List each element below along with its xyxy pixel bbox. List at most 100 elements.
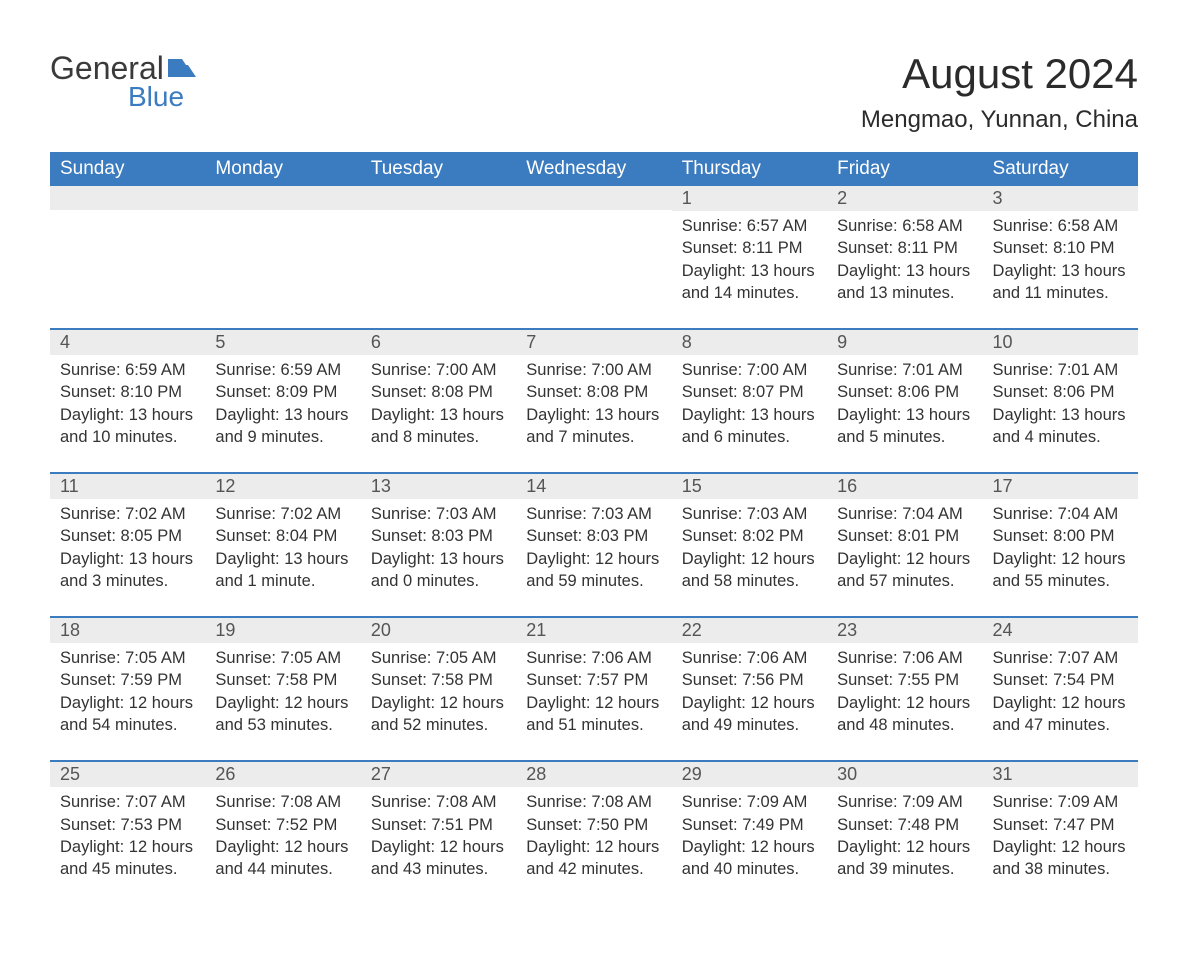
day-number-bar: 21	[516, 616, 671, 643]
day-number-bar: 24	[983, 616, 1138, 643]
daylight-line: Daylight: 12 hours and 49 minutes.	[682, 692, 817, 737]
sunset-line: Sunset: 7:55 PM	[837, 669, 972, 691]
sunrise-line: Sunrise: 7:07 AM	[993, 647, 1128, 669]
daylight-line: Daylight: 12 hours and 43 minutes.	[371, 836, 506, 881]
day-number-bar: 26	[205, 760, 360, 787]
day-cell: 1Sunrise: 6:57 AMSunset: 8:11 PMDaylight…	[672, 186, 827, 328]
logo-word-blue: Blue	[128, 81, 202, 113]
day-number-bar: 2	[827, 186, 982, 211]
day-cell	[50, 186, 205, 328]
day-content: Sunrise: 6:59 AMSunset: 8:10 PMDaylight:…	[50, 355, 205, 448]
day-content: Sunrise: 6:58 AMSunset: 8:10 PMDaylight:…	[983, 211, 1138, 304]
location-label: Mengmao, Yunnan, China	[861, 106, 1138, 134]
sunset-line: Sunset: 8:06 PM	[837, 381, 972, 403]
day-number-bar: 8	[672, 328, 827, 355]
sunset-line: Sunset: 8:11 PM	[682, 237, 817, 259]
day-cell: 16Sunrise: 7:04 AMSunset: 8:01 PMDayligh…	[827, 472, 982, 616]
sunset-line: Sunset: 8:04 PM	[215, 525, 350, 547]
day-content: Sunrise: 7:00 AMSunset: 8:07 PMDaylight:…	[672, 355, 827, 448]
week-row: 1Sunrise: 6:57 AMSunset: 8:11 PMDaylight…	[50, 186, 1138, 328]
sunset-line: Sunset: 8:10 PM	[993, 237, 1128, 259]
sunrise-line: Sunrise: 7:09 AM	[682, 791, 817, 813]
day-number-bar: 6	[361, 328, 516, 355]
day-cell	[205, 186, 360, 328]
sunset-line: Sunset: 8:00 PM	[993, 525, 1128, 547]
day-number-bar: 31	[983, 760, 1138, 787]
day-cell: 6Sunrise: 7:00 AMSunset: 8:08 PMDaylight…	[361, 328, 516, 472]
day-content: Sunrise: 7:07 AMSunset: 7:53 PMDaylight:…	[50, 787, 205, 880]
daylight-line: Daylight: 12 hours and 58 minutes.	[682, 548, 817, 593]
week-row: 25Sunrise: 7:07 AMSunset: 7:53 PMDayligh…	[50, 760, 1138, 904]
day-cell: 17Sunrise: 7:04 AMSunset: 8:00 PMDayligh…	[983, 472, 1138, 616]
day-number-bar: 13	[361, 472, 516, 499]
day-content: Sunrise: 7:08 AMSunset: 7:51 PMDaylight:…	[361, 787, 516, 880]
sunrise-line: Sunrise: 7:04 AM	[837, 503, 972, 525]
title-block: August 2024 Mengmao, Yunnan, China	[861, 50, 1138, 134]
sunset-line: Sunset: 7:58 PM	[215, 669, 350, 691]
sunrise-line: Sunrise: 7:00 AM	[371, 359, 506, 381]
day-content: Sunrise: 7:06 AMSunset: 7:56 PMDaylight:…	[672, 643, 827, 736]
day-number-bar: 25	[50, 760, 205, 787]
day-cell: 15Sunrise: 7:03 AMSunset: 8:02 PMDayligh…	[672, 472, 827, 616]
day-content: Sunrise: 7:03 AMSunset: 8:03 PMDaylight:…	[361, 499, 516, 592]
sunset-line: Sunset: 8:08 PM	[371, 381, 506, 403]
sunset-line: Sunset: 8:07 PM	[682, 381, 817, 403]
sunrise-line: Sunrise: 7:01 AM	[837, 359, 972, 381]
day-number-bar: 10	[983, 328, 1138, 355]
day-cell: 18Sunrise: 7:05 AMSunset: 7:59 PMDayligh…	[50, 616, 205, 760]
day-number-bar: 12	[205, 472, 360, 499]
day-content: Sunrise: 7:05 AMSunset: 7:59 PMDaylight:…	[50, 643, 205, 736]
daylight-line: Daylight: 13 hours and 7 minutes.	[526, 404, 661, 449]
daylight-line: Daylight: 13 hours and 6 minutes.	[682, 404, 817, 449]
day-cell: 30Sunrise: 7:09 AMSunset: 7:48 PMDayligh…	[827, 760, 982, 904]
sunrise-line: Sunrise: 7:02 AM	[215, 503, 350, 525]
day-cell: 29Sunrise: 7:09 AMSunset: 7:49 PMDayligh…	[672, 760, 827, 904]
day-content: Sunrise: 7:04 AMSunset: 8:01 PMDaylight:…	[827, 499, 982, 592]
day-cell: 11Sunrise: 7:02 AMSunset: 8:05 PMDayligh…	[50, 472, 205, 616]
sunrise-line: Sunrise: 7:09 AM	[837, 791, 972, 813]
day-cell: 20Sunrise: 7:05 AMSunset: 7:58 PMDayligh…	[361, 616, 516, 760]
day-content: Sunrise: 7:02 AMSunset: 8:05 PMDaylight:…	[50, 499, 205, 592]
week-row: 4Sunrise: 6:59 AMSunset: 8:10 PMDaylight…	[50, 328, 1138, 472]
day-cell: 2Sunrise: 6:58 AMSunset: 8:11 PMDaylight…	[827, 186, 982, 328]
calendar: SundayMondayTuesdayWednesdayThursdayFrid…	[50, 152, 1138, 904]
daylight-line: Daylight: 12 hours and 57 minutes.	[837, 548, 972, 593]
day-cell: 5Sunrise: 6:59 AMSunset: 8:09 PMDaylight…	[205, 328, 360, 472]
month-title: August 2024	[861, 50, 1138, 98]
sunrise-line: Sunrise: 7:03 AM	[371, 503, 506, 525]
day-number-bar: 27	[361, 760, 516, 787]
sunrise-line: Sunrise: 7:05 AM	[371, 647, 506, 669]
daylight-line: Daylight: 12 hours and 40 minutes.	[682, 836, 817, 881]
day-cell: 3Sunrise: 6:58 AMSunset: 8:10 PMDaylight…	[983, 186, 1138, 328]
sunset-line: Sunset: 8:01 PM	[837, 525, 972, 547]
weekday-header-cell: Monday	[205, 152, 360, 186]
sunrise-line: Sunrise: 7:04 AM	[993, 503, 1128, 525]
daylight-line: Daylight: 12 hours and 42 minutes.	[526, 836, 661, 881]
sunrise-line: Sunrise: 7:00 AM	[526, 359, 661, 381]
weekday-header-cell: Thursday	[672, 152, 827, 186]
sunrise-line: Sunrise: 7:06 AM	[682, 647, 817, 669]
day-content: Sunrise: 6:58 AMSunset: 8:11 PMDaylight:…	[827, 211, 982, 304]
empty-day-bar	[516, 186, 671, 210]
sunrise-line: Sunrise: 6:59 AM	[60, 359, 195, 381]
logo: General Blue	[50, 50, 202, 113]
day-number-bar: 29	[672, 760, 827, 787]
sunrise-line: Sunrise: 7:09 AM	[993, 791, 1128, 813]
day-content: Sunrise: 7:05 AMSunset: 7:58 PMDaylight:…	[361, 643, 516, 736]
daylight-line: Daylight: 12 hours and 48 minutes.	[837, 692, 972, 737]
day-content: Sunrise: 7:09 AMSunset: 7:47 PMDaylight:…	[983, 787, 1138, 880]
day-cell: 12Sunrise: 7:02 AMSunset: 8:04 PMDayligh…	[205, 472, 360, 616]
day-number-bar: 16	[827, 472, 982, 499]
daylight-line: Daylight: 12 hours and 52 minutes.	[371, 692, 506, 737]
empty-day-bar	[361, 186, 516, 210]
sunrise-line: Sunrise: 7:05 AM	[60, 647, 195, 669]
sunrise-line: Sunrise: 6:58 AM	[993, 215, 1128, 237]
day-number-bar: 20	[361, 616, 516, 643]
day-cell: 19Sunrise: 7:05 AMSunset: 7:58 PMDayligh…	[205, 616, 360, 760]
weekday-header-cell: Friday	[827, 152, 982, 186]
day-number-bar: 3	[983, 186, 1138, 211]
sunrise-line: Sunrise: 7:08 AM	[526, 791, 661, 813]
sunset-line: Sunset: 7:57 PM	[526, 669, 661, 691]
day-number-bar: 22	[672, 616, 827, 643]
daylight-line: Daylight: 13 hours and 0 minutes.	[371, 548, 506, 593]
